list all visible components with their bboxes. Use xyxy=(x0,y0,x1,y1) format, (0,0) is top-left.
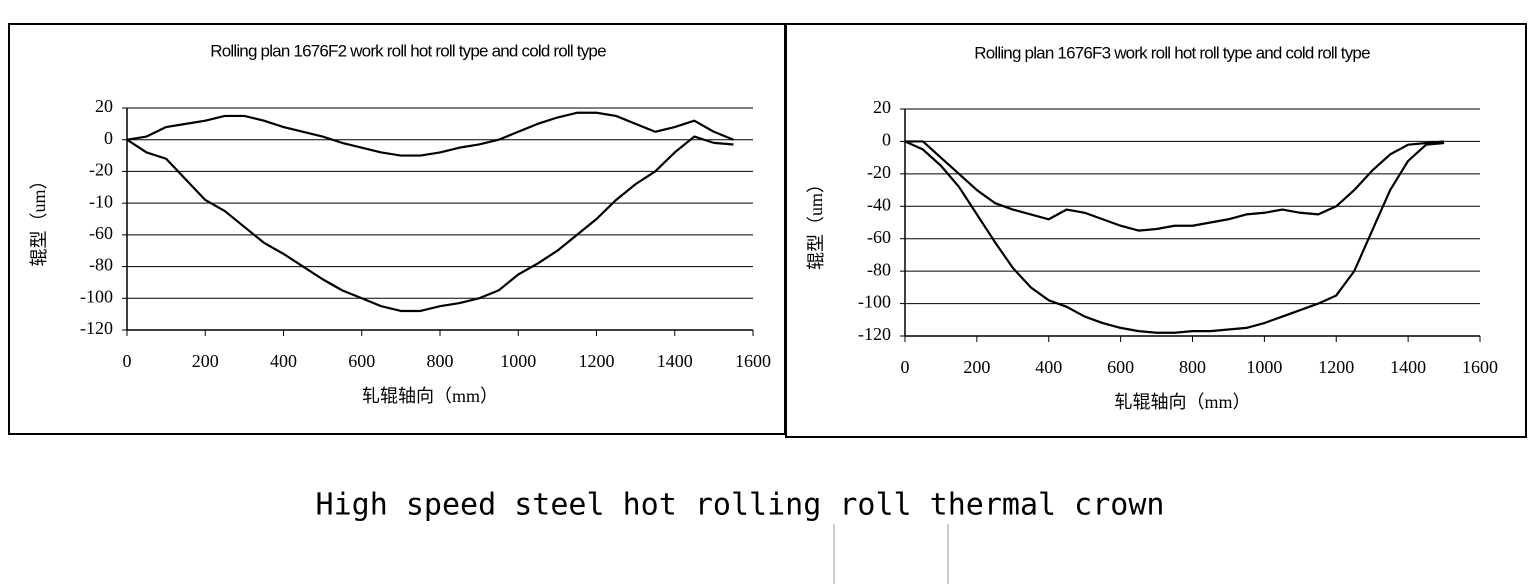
chart-frame xyxy=(8,23,786,435)
x-tick-label: 1600 xyxy=(735,351,771,371)
chart-frame xyxy=(785,23,1527,438)
x-tick-label: 200 xyxy=(963,357,990,377)
x-tick-label: 0 xyxy=(123,351,132,371)
y-axis-label: 辊型（um） xyxy=(806,175,826,270)
y-tick-label: -80 xyxy=(89,255,113,275)
y-tick-label: 20 xyxy=(873,97,891,117)
x-tick-label: 1200 xyxy=(1318,357,1354,377)
y-tick-label: 20 xyxy=(95,96,113,116)
x-axis-label: 轧辊轴向（mm） xyxy=(1114,392,1250,412)
x-tick-label: 400 xyxy=(1035,357,1062,377)
x-tick-label: 800 xyxy=(427,351,454,371)
data-line xyxy=(904,140,1445,334)
y-tick-label: -100 xyxy=(858,292,891,312)
x-tick-label: 600 xyxy=(1107,357,1134,377)
x-tick-label: 400 xyxy=(270,351,297,371)
data-line xyxy=(126,111,734,157)
y-tick-label: -80 xyxy=(867,259,891,279)
chart-title: Rolling plan 1676F2 work roll hot roll t… xyxy=(210,41,606,60)
y-tick-label: -20 xyxy=(89,160,113,180)
x-tick-label: 1200 xyxy=(579,351,615,371)
caption: High speed steel hot rolling roll therma… xyxy=(316,488,1165,523)
y-tick-label: 0 xyxy=(882,130,891,150)
data-line xyxy=(905,140,1445,232)
y-tick-label: -60 xyxy=(89,223,113,243)
y-tick-label: -10 xyxy=(89,191,113,211)
data-line xyxy=(126,135,734,313)
x-axis-label: 轧辊轴向（mm） xyxy=(362,386,498,406)
y-tick-label: -40 xyxy=(867,194,891,214)
y-tick-label: -100 xyxy=(80,286,113,306)
x-tick-label: 600 xyxy=(348,351,375,371)
y-tick-label: -60 xyxy=(867,227,891,247)
y-tick-label: 0 xyxy=(104,128,113,148)
x-tick-label: 1000 xyxy=(500,351,536,371)
y-tick-label: -20 xyxy=(867,162,891,182)
x-tick-label: 800 xyxy=(1179,357,1206,377)
x-tick-label: 1000 xyxy=(1246,357,1282,377)
y-axis-label: 辊型（um） xyxy=(29,171,49,266)
x-tick-label: 1400 xyxy=(657,351,693,371)
x-tick-label: 200 xyxy=(192,351,219,371)
x-tick-label: 1400 xyxy=(1390,357,1426,377)
y-tick-label: -120 xyxy=(80,318,113,338)
x-tick-label: 1600 xyxy=(1462,357,1498,377)
x-tick-label: 0 xyxy=(901,357,910,377)
y-tick-label: -120 xyxy=(858,324,891,344)
chart-title: Rolling plan 1676F3 work roll hot roll t… xyxy=(974,43,1370,62)
